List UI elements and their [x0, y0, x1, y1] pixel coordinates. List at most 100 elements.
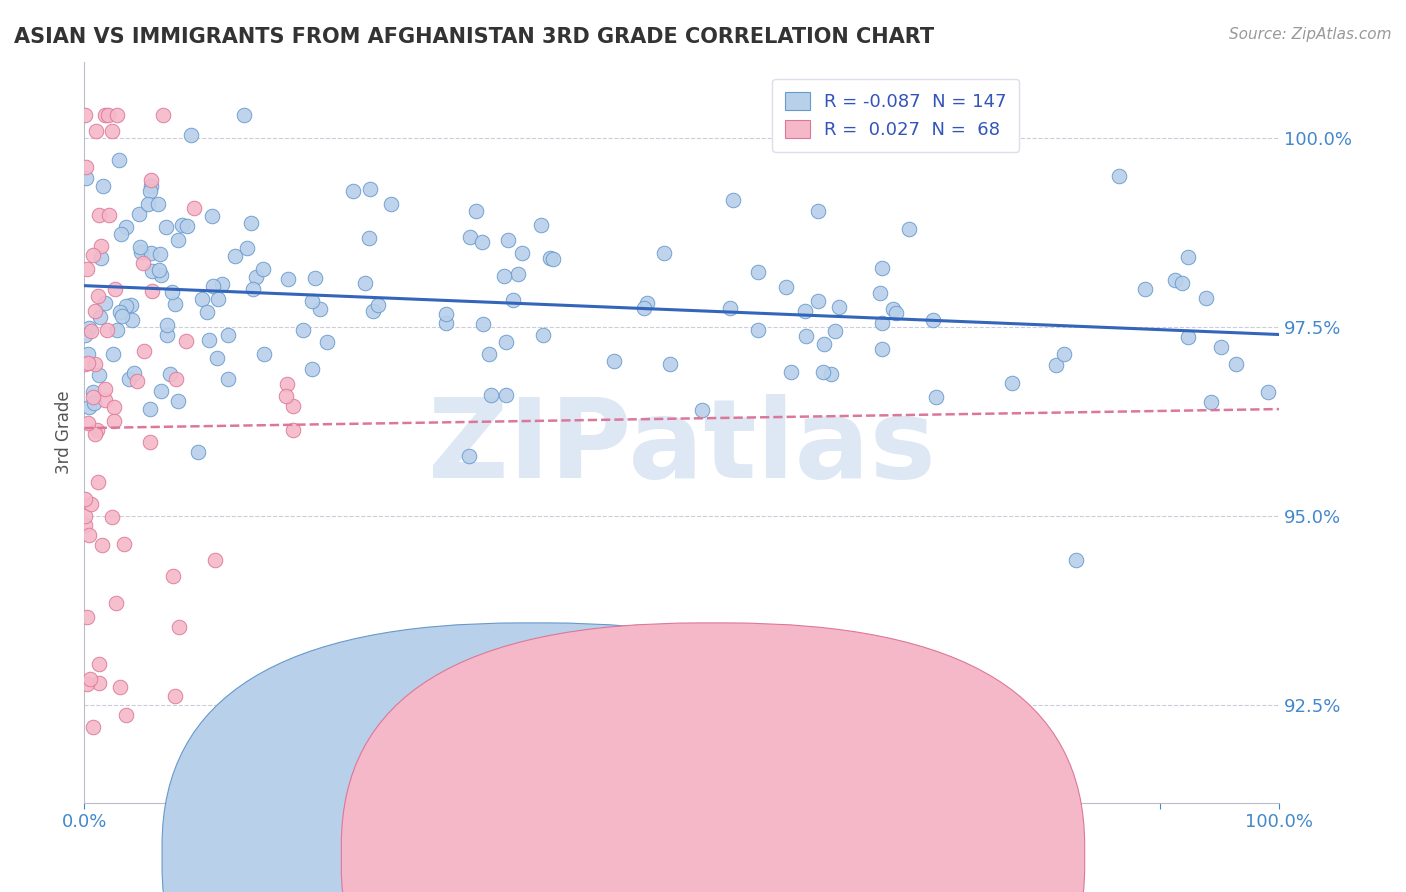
Point — [870, 260, 893, 275]
Point — [127, 374, 149, 388]
Point — [1108, 169, 1130, 184]
Point — [690, 403, 713, 417]
Point — [183, 201, 205, 215]
Point — [94, 392, 117, 407]
Point — [136, 196, 159, 211]
Point — [148, 263, 170, 277]
Point — [80, 497, 103, 511]
Point — [496, 233, 519, 247]
Point — [811, 365, 834, 379]
Point — [180, 128, 202, 143]
Point — [775, 280, 797, 294]
Point — [465, 203, 488, 218]
Point — [152, 108, 174, 122]
Point — [110, 227, 132, 242]
Point — [89, 208, 111, 222]
Point — [149, 384, 172, 398]
Point — [1053, 347, 1076, 361]
Point — [239, 216, 262, 230]
Point — [115, 220, 138, 235]
Point — [76, 261, 98, 276]
Point — [434, 316, 457, 330]
Point — [747, 265, 769, 279]
Point — [156, 327, 179, 342]
Point — [245, 270, 267, 285]
Point — [76, 610, 98, 624]
Point — [139, 246, 162, 260]
Point — [163, 297, 186, 311]
Point — [211, 277, 233, 292]
Point — [529, 218, 551, 232]
Point — [128, 207, 150, 221]
Text: ASIAN VS IMMIGRANTS FROM AFGHANISTAN 3RD GRADE CORRELATION CHART: ASIAN VS IMMIGRANTS FROM AFGHANISTAN 3RD… — [14, 27, 934, 46]
Point — [301, 293, 323, 308]
Point — [252, 347, 274, 361]
Point — [495, 334, 517, 349]
Point — [301, 361, 323, 376]
Point — [97, 108, 120, 122]
Point — [478, 347, 501, 361]
Point — [84, 427, 107, 442]
Point — [79, 672, 101, 686]
Point — [434, 307, 457, 321]
Point — [495, 388, 517, 402]
Point — [82, 390, 104, 404]
Point — [217, 328, 239, 343]
Point — [103, 400, 125, 414]
Point — [538, 251, 561, 265]
Point — [101, 124, 124, 138]
Point — [471, 235, 494, 249]
Point — [824, 324, 846, 338]
Point — [828, 300, 851, 314]
Point — [502, 293, 524, 307]
Point — [869, 286, 891, 301]
Point — [1045, 358, 1067, 372]
Point — [633, 301, 655, 315]
Point — [659, 357, 682, 371]
Point — [167, 234, 190, 248]
Point — [141, 173, 163, 187]
Legend: R = -0.087  N = 147, R =  0.027  N =  68: R = -0.087 N = 147, R = 0.027 N = 68 — [772, 78, 1019, 152]
Point — [105, 108, 128, 122]
Point — [86, 423, 108, 437]
Point — [139, 401, 162, 416]
Point — [132, 343, 155, 358]
Point — [159, 367, 181, 381]
Point — [174, 334, 197, 348]
Point — [162, 811, 184, 825]
Point — [80, 811, 103, 825]
Point — [882, 301, 904, 316]
Point — [87, 657, 110, 672]
Point — [187, 445, 209, 459]
Y-axis label: 3rd Grade: 3rd Grade — [55, 391, 73, 475]
Point — [94, 108, 117, 122]
Point — [252, 261, 274, 276]
Point — [1194, 291, 1216, 305]
Point — [796, 329, 818, 343]
Point — [541, 252, 564, 266]
Point — [89, 676, 111, 690]
Point — [112, 537, 135, 551]
Point — [176, 219, 198, 233]
Point — [342, 184, 364, 198]
Point — [718, 301, 741, 316]
Point — [357, 231, 380, 245]
Point — [80, 324, 103, 338]
Point — [1199, 395, 1222, 409]
Point — [82, 719, 104, 733]
Point — [115, 811, 138, 825]
Point — [82, 385, 104, 400]
Point — [283, 399, 305, 413]
Point — [870, 317, 893, 331]
Point — [167, 393, 190, 408]
Point — [110, 305, 132, 319]
Point — [87, 811, 110, 825]
Point — [148, 196, 170, 211]
FancyBboxPatch shape — [162, 623, 905, 892]
Point — [380, 197, 402, 211]
Point — [353, 276, 375, 290]
Point — [108, 153, 131, 168]
Point — [139, 184, 162, 198]
Point — [139, 179, 162, 194]
Point — [141, 284, 163, 298]
